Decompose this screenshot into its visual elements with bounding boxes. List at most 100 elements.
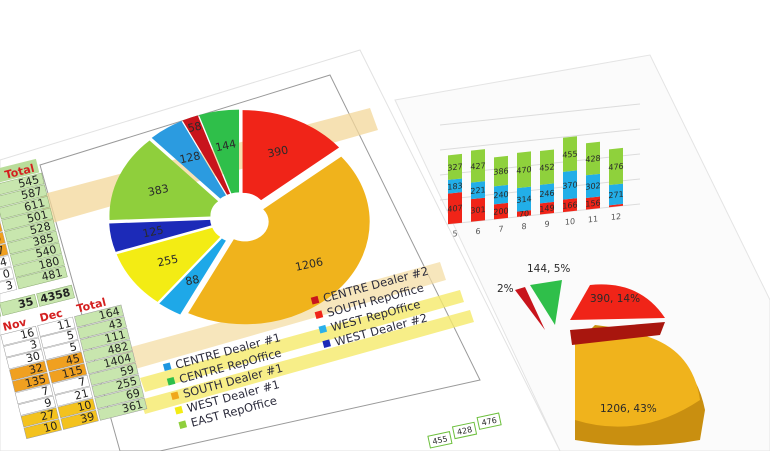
bar-data-label: 470	[516, 165, 531, 176]
table-cell	[12, 372, 51, 393]
pie-slice	[109, 140, 219, 221]
bar-segment	[517, 151, 531, 189]
pie3d-label: 144, 5%	[527, 263, 570, 275]
total-value: 540	[34, 243, 58, 261]
table-cell	[77, 316, 127, 340]
x-tick-label: 7	[498, 224, 503, 234]
table-cell	[54, 386, 93, 407]
legend-swatch	[318, 324, 328, 334]
bar-segment	[448, 192, 462, 225]
legend-swatch	[166, 376, 176, 386]
value-label: 455	[432, 434, 449, 446]
table-cell	[97, 397, 148, 421]
bar-segment	[540, 201, 554, 215]
pie3d-slice	[575, 330, 700, 427]
table-cell	[57, 398, 96, 419]
bar-segment	[609, 203, 623, 208]
column-header: Dec	[38, 307, 64, 325]
table-cell	[82, 339, 133, 363]
table-cell	[94, 386, 145, 410]
legend-swatch	[170, 391, 180, 401]
table-cell	[46, 351, 85, 372]
bar-segment	[586, 173, 600, 198]
table-cell	[0, 172, 45, 197]
table-cell	[43, 339, 82, 360]
table-cell	[74, 304, 125, 328]
pie-data-label: 128	[178, 149, 201, 166]
table-bottom: Nov DecTotal16111643543305111324548213511…	[0, 296, 148, 440]
table-value: 11	[56, 317, 73, 333]
bar-data-label: 200	[493, 206, 508, 217]
x-tick-label: 5	[452, 229, 457, 239]
bar-data-label: 327	[447, 162, 462, 173]
bar-segment	[494, 202, 508, 220]
total-value: 501	[26, 208, 50, 226]
bar-data-label: 314	[516, 194, 531, 205]
table-cell	[6, 349, 45, 370]
pie-slice	[159, 238, 226, 315]
total-value: 611	[23, 196, 47, 214]
table-cell	[0, 195, 51, 220]
gridline	[440, 128, 640, 151]
table-value: 255	[115, 375, 139, 393]
table-value: 16	[19, 326, 36, 342]
table-value: 7	[77, 375, 87, 389]
table-cell	[37, 316, 76, 337]
table-value: 3	[4, 278, 14, 292]
pie-data-label: 88	[184, 273, 200, 289]
legend-swatch	[162, 362, 172, 372]
x-tick-label: 12	[611, 212, 621, 222]
table-value: 4	[0, 255, 8, 269]
table-cell	[79, 327, 130, 351]
bar-data-label: 301	[470, 205, 485, 216]
table-cell	[51, 374, 91, 395]
bar-segment	[609, 147, 623, 186]
table-cell	[14, 384, 54, 405]
table-cell	[48, 363, 88, 384]
pie-data-label: 125	[141, 223, 164, 240]
table-cell	[85, 351, 136, 375]
table-value: 45	[64, 352, 81, 368]
table-value: 164	[98, 305, 122, 323]
table-value: 0	[1, 267, 11, 281]
table-value: 5	[65, 328, 75, 342]
bar-segment	[448, 153, 462, 180]
table-value: 27	[39, 407, 56, 423]
bar-data-label: 407	[447, 203, 462, 214]
table-value: 30	[25, 349, 42, 365]
bar-segment	[563, 170, 577, 200]
total-value: 180	[37, 254, 61, 272]
table-cell	[12, 254, 65, 278]
bar-segment	[448, 178, 462, 194]
pie3d-label: 390, 14%	[590, 293, 640, 305]
bar-segment	[540, 149, 554, 185]
highlight-band	[140, 310, 474, 414]
pie3d-slice	[530, 280, 562, 325]
bar-data-label: 427	[470, 161, 485, 172]
table-value: 361	[121, 398, 145, 416]
pie-chart-3d: 2% 144, 5% 390, 14% 1206, 43%	[497, 263, 705, 446]
table-value: 10	[76, 398, 93, 414]
x-tick-label: 11	[588, 214, 598, 224]
bar-segment	[563, 198, 577, 213]
pie-chart: 390 1206 88 255 125 383 128 58 144	[109, 109, 370, 325]
bar-data-label: 149	[539, 203, 554, 214]
value-box	[476, 412, 502, 430]
table-cell	[4, 219, 57, 243]
bar-segment	[563, 136, 577, 172]
table-cell	[40, 328, 79, 349]
total-value: 528	[29, 220, 53, 238]
column-header: Nov	[1, 315, 28, 334]
x-tick-label: 9	[544, 220, 549, 230]
bar-segment	[586, 196, 600, 210]
bar-segment	[517, 186, 531, 212]
total-value: 587	[20, 185, 44, 203]
table-cell	[60, 409, 99, 430]
pie3d-slice	[570, 284, 665, 320]
table-value: 21	[73, 387, 90, 403]
legend-swatch	[310, 295, 320, 305]
summary-value: 35	[17, 295, 35, 311]
total-value: 385	[31, 231, 55, 249]
value-box	[451, 421, 478, 440]
